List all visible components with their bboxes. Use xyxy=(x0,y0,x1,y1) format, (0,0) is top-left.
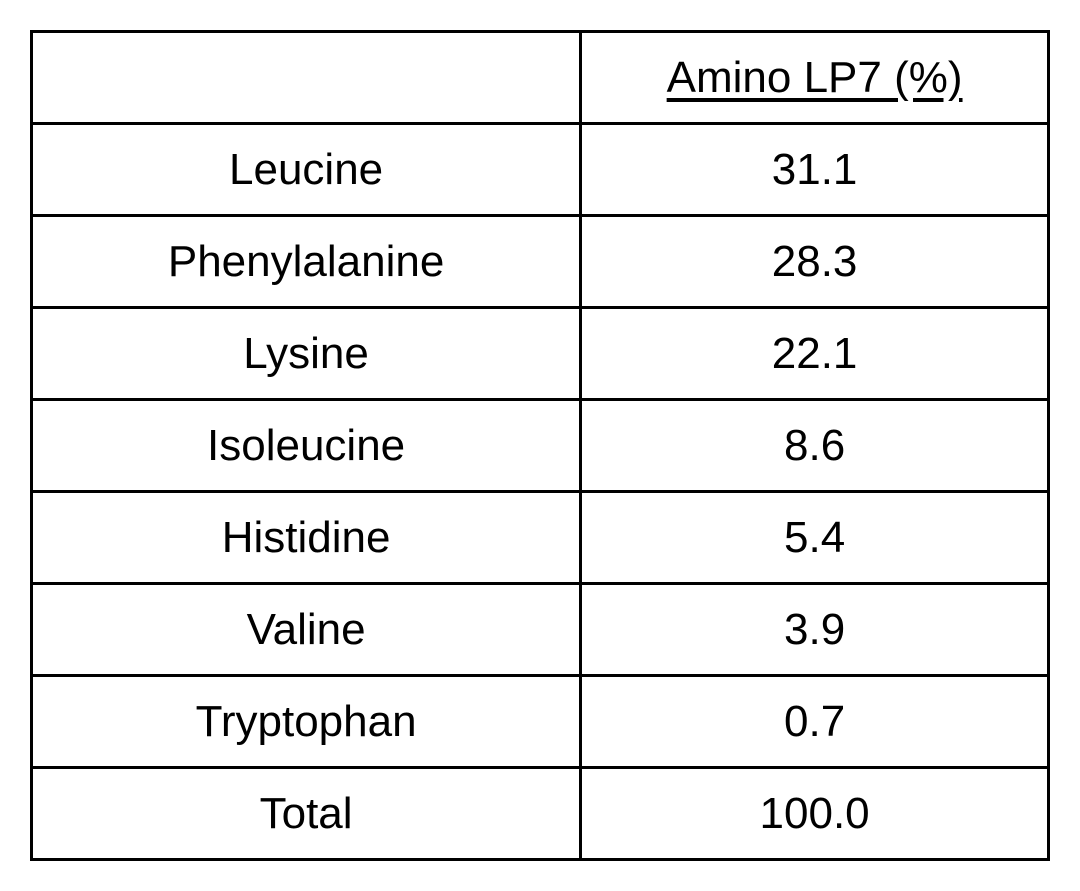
row-value-total: 100.0 xyxy=(581,768,1049,860)
row-label-total: Total xyxy=(32,768,581,860)
table-row: Tryptophan 0.7 xyxy=(32,676,1049,768)
table-row: Isoleucine 8.6 xyxy=(32,400,1049,492)
table-row: Leucine 31.1 xyxy=(32,124,1049,216)
row-value: 5.4 xyxy=(581,492,1049,584)
table-row: Lysine 22.1 xyxy=(32,308,1049,400)
header-empty-cell xyxy=(32,32,581,124)
row-label: Valine xyxy=(32,584,581,676)
table-body: Leucine 31.1 Phenylalanine 28.3 Lysine 2… xyxy=(32,124,1049,860)
row-label: Tryptophan xyxy=(32,676,581,768)
row-label: Histidine xyxy=(32,492,581,584)
row-label: Isoleucine xyxy=(32,400,581,492)
table-header-row: Amino LP7 (%) xyxy=(32,32,1049,124)
table-row: Valine 3.9 xyxy=(32,584,1049,676)
row-label: Phenylalanine xyxy=(32,216,581,308)
amino-table-container: Amino LP7 (%) Leucine 31.1 Phenylalanine… xyxy=(30,30,1050,861)
header-value-cell: Amino LP7 (%) xyxy=(581,32,1049,124)
table-row: Histidine 5.4 xyxy=(32,492,1049,584)
row-value: 0.7 xyxy=(581,676,1049,768)
table-row-total: Total 100.0 xyxy=(32,768,1049,860)
amino-table: Amino LP7 (%) Leucine 31.1 Phenylalanine… xyxy=(30,30,1050,861)
row-value: 31.1 xyxy=(581,124,1049,216)
row-value: 3.9 xyxy=(581,584,1049,676)
row-label: Lysine xyxy=(32,308,581,400)
table-row: Phenylalanine 28.3 xyxy=(32,216,1049,308)
row-value: 22.1 xyxy=(581,308,1049,400)
row-value: 8.6 xyxy=(581,400,1049,492)
row-value: 28.3 xyxy=(581,216,1049,308)
row-label: Leucine xyxy=(32,124,581,216)
